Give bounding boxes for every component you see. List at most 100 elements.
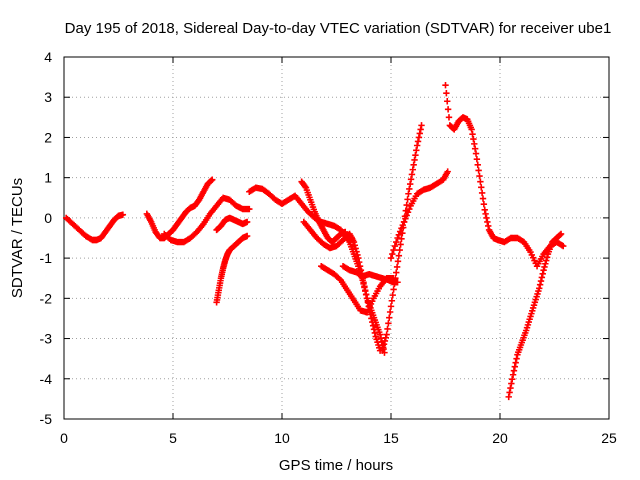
data-point <box>404 196 411 203</box>
data-point <box>361 284 368 291</box>
data-point <box>414 138 422 145</box>
data-point <box>560 242 567 250</box>
data-point <box>394 258 402 265</box>
data-point <box>386 314 393 321</box>
data-point <box>362 291 370 298</box>
data-point <box>418 122 425 129</box>
data-point <box>471 140 478 148</box>
data-point <box>411 156 418 164</box>
data-point <box>417 126 424 133</box>
data-point <box>507 384 514 392</box>
data-point <box>479 195 487 202</box>
data-point <box>404 209 412 216</box>
data-point <box>398 225 405 232</box>
data-point <box>416 130 423 137</box>
data-point <box>412 151 419 159</box>
data-point <box>471 145 479 152</box>
y-tick-label: 3 <box>44 89 52 105</box>
data-point <box>483 214 490 222</box>
data-point <box>359 277 366 284</box>
data-point <box>391 242 399 250</box>
data-point <box>387 303 395 310</box>
data-point <box>379 344 387 351</box>
series-arc15 <box>505 230 565 401</box>
y-tick-label: 1 <box>44 170 52 186</box>
data-point <box>468 126 475 133</box>
data-point <box>370 326 378 333</box>
data-point <box>393 263 401 271</box>
data-point <box>543 254 551 261</box>
data-point <box>478 184 485 191</box>
data-point <box>395 231 403 238</box>
series-arc10 <box>339 262 401 286</box>
x-tick-label: 15 <box>383 430 399 446</box>
data-point <box>382 334 389 341</box>
data-point <box>403 201 410 209</box>
series-arc14 <box>442 81 567 270</box>
data-point <box>360 280 367 288</box>
data-point <box>481 206 488 214</box>
data-point <box>352 245 359 252</box>
data-point <box>367 311 374 318</box>
x-tick-label: 25 <box>601 430 617 446</box>
data-point <box>511 363 519 370</box>
y-axis-label: SDTVAR / TECUs <box>9 178 26 298</box>
data-point <box>470 135 477 143</box>
data-point <box>541 263 548 271</box>
data-point <box>475 167 482 174</box>
data-point <box>243 218 251 226</box>
data-point <box>393 238 400 246</box>
series-arc2 <box>143 176 216 242</box>
data-point <box>540 266 547 274</box>
data-point <box>363 295 371 302</box>
data-point <box>398 235 405 243</box>
x-tick-label: 5 <box>169 430 177 446</box>
data-point <box>301 183 309 190</box>
data-point <box>413 142 421 149</box>
data-point <box>208 177 215 184</box>
data-point <box>209 176 216 183</box>
data-point <box>390 246 397 254</box>
data-point <box>388 297 396 304</box>
data-point <box>402 215 409 222</box>
data-point <box>366 307 373 314</box>
data-point <box>413 147 420 154</box>
series-arc3 <box>161 194 253 246</box>
grid <box>64 57 609 419</box>
series-arc11 <box>342 230 384 354</box>
series-arc4 <box>213 214 251 234</box>
y-tick-label: 4 <box>44 49 52 65</box>
data-point <box>444 106 452 113</box>
data-point <box>415 134 423 141</box>
data-point <box>397 241 404 248</box>
data-point <box>365 303 372 310</box>
data-points <box>62 81 567 401</box>
x-tick-label: 20 <box>492 430 508 446</box>
data-point <box>506 389 513 396</box>
y-tick-label: -1 <box>40 250 53 266</box>
data-point <box>406 205 413 213</box>
chart-title: Day 195 of 2018, Sidereal Day-to-day VTE… <box>65 20 612 37</box>
data-point <box>505 393 512 401</box>
series-arc1 <box>62 211 127 244</box>
data-point <box>484 218 491 226</box>
data-point <box>389 250 396 258</box>
data-point <box>444 168 451 175</box>
data-point <box>536 281 544 288</box>
data-point <box>396 228 404 235</box>
data-point <box>442 81 449 89</box>
data-point <box>537 277 545 285</box>
series-arc9 <box>318 262 397 316</box>
data-point <box>385 320 392 327</box>
data-point <box>476 172 483 180</box>
data-point <box>379 347 386 354</box>
data-point <box>478 189 486 197</box>
data-point <box>477 178 484 185</box>
data-point <box>376 331 384 338</box>
data-point <box>473 155 481 163</box>
data-point <box>368 315 375 322</box>
data-point <box>474 161 481 168</box>
y-tick-label: 0 <box>44 210 52 226</box>
data-point <box>405 190 412 197</box>
